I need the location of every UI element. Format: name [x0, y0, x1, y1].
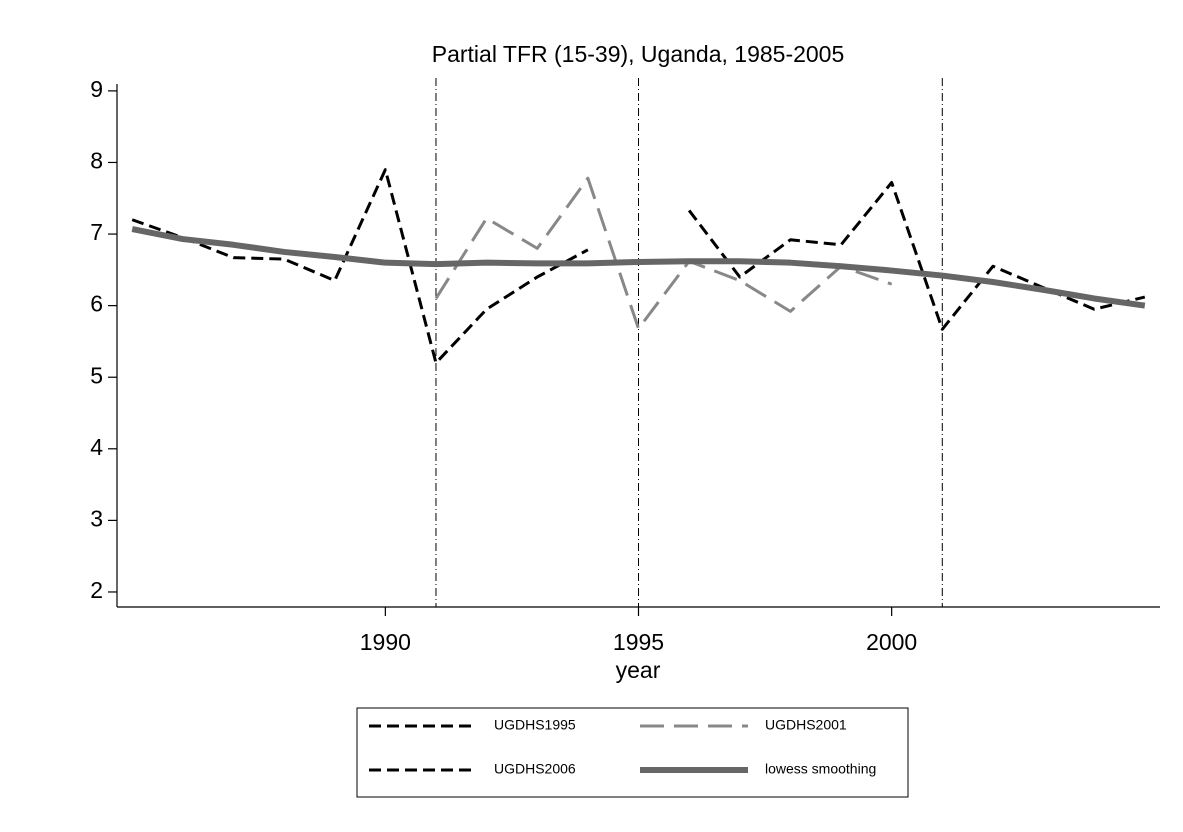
- series-line: [687, 181, 1146, 331]
- x-axis-title: year: [616, 657, 661, 683]
- legend-label: lowess smoothing: [765, 761, 876, 777]
- x-tick-label: 2000: [866, 629, 917, 655]
- y-tick-label: 7: [90, 219, 103, 245]
- y-tick-label: 6: [90, 291, 103, 317]
- legend-label: UGDHS1995: [494, 717, 576, 733]
- legend-box: [356, 707, 909, 798]
- chart-title: Partial TFR (15-39), Uganda, 1985-2005: [432, 41, 845, 67]
- series-line: [131, 168, 589, 365]
- y-tick-label: 8: [90, 148, 103, 174]
- x-tick-label: 1995: [613, 629, 664, 655]
- series-line: [434, 176, 893, 331]
- y-tick-label: 9: [90, 76, 103, 102]
- y-tick-label: 5: [90, 362, 103, 388]
- x-tick-label: 1990: [360, 629, 411, 655]
- y-tick-label: 4: [90, 434, 103, 460]
- legend-label: UGDHS2006: [494, 761, 576, 777]
- y-tick-label: 2: [90, 577, 103, 603]
- series-line: [131, 226, 1146, 309]
- legend-label: UGDHS2001: [765, 717, 847, 733]
- y-tick-label: 3: [90, 505, 103, 531]
